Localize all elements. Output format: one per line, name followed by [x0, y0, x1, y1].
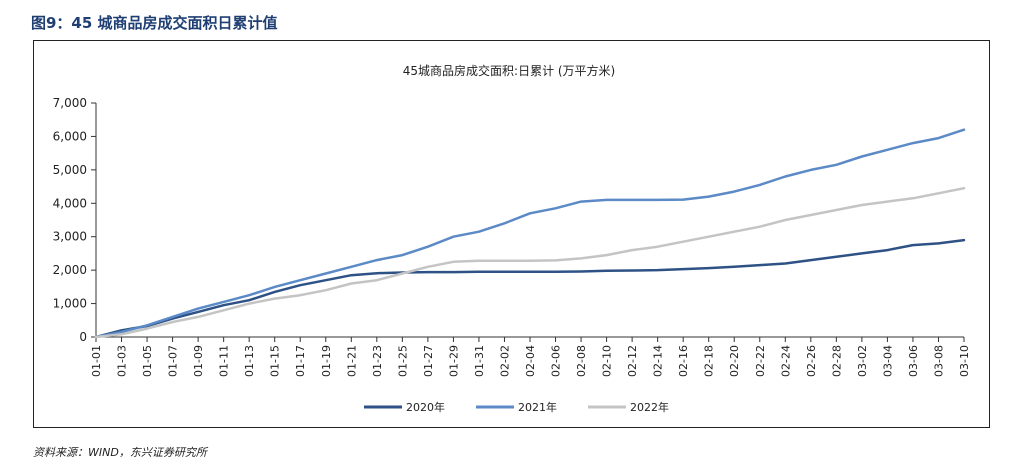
x-tick-label: 02-12 [626, 345, 639, 377]
y-tick-label: 7,000 [53, 96, 87, 110]
x-tick-label: 02-18 [703, 345, 716, 377]
y-tick-label: 4,000 [53, 196, 87, 210]
y-tick-label: 1,000 [53, 297, 87, 311]
x-tick-label: 01-01 [90, 345, 103, 377]
series-line-2 [94, 128, 966, 339]
x-tick-label: 02-02 [498, 345, 511, 377]
x-tick-label: 01-31 [473, 345, 486, 377]
x-tick-label: 01-05 [141, 345, 154, 377]
x-tick-label: 02-04 [524, 345, 537, 377]
x-tick-label: 01-13 [243, 345, 256, 377]
series-layer [94, 128, 966, 339]
series-line-3 [94, 186, 966, 339]
x-tick-label: 01-11 [218, 345, 231, 377]
x-tick-label: 02-08 [575, 345, 588, 377]
x-tick-label: 01-15 [269, 345, 282, 377]
x-tick-label: 01-17 [294, 345, 307, 377]
y-tick-label: 2,000 [53, 263, 87, 277]
series-line-1 [94, 238, 966, 339]
y-tick-label: 3,000 [53, 230, 87, 244]
x-tick-label: 01-21 [345, 345, 358, 377]
x-tick-label: 01-09 [192, 345, 205, 377]
x-tick-label: 03-08 [932, 345, 945, 377]
x-tick-label: 02-22 [754, 345, 767, 377]
source-note: 资料来源：WIND，东兴证券研究所 [33, 446, 207, 459]
x-tick-label: 01-27 [422, 345, 435, 377]
legend-label-1: 2020年 [406, 400, 445, 414]
chart-container: 45城商品房成交面积:日累计 (万平方米) 0 1,000 2,000 3,000 4,… [33, 40, 990, 428]
x-tick-label: 02-20 [728, 345, 741, 377]
axes: 0 1,000 2,000 3,000 4,000 5,000 6,000 7,000 01-0… [53, 96, 971, 377]
figure-heading: 图9：45 城商品房成交面积日累计值 [31, 14, 278, 32]
x-tick-label: 01-29 [447, 345, 460, 377]
legend-label-3: 2022年 [630, 400, 669, 414]
legend-label-2: 2021年 [518, 400, 557, 414]
y-tick-label: 5,000 [53, 163, 87, 177]
x-tick-label: 03-06 [907, 345, 920, 377]
x-tick-label: 01-03 [116, 345, 129, 377]
x-tick-label: 03-10 [958, 345, 971, 377]
x-tick-label: 01-23 [371, 345, 384, 377]
x-tick-label: 01-25 [396, 345, 409, 377]
x-tick-label: 02-24 [779, 345, 792, 377]
x-tick-label: 01-07 [167, 345, 180, 377]
x-tick-label: 02-06 [550, 345, 563, 377]
y-tick-label: 0 [79, 330, 87, 344]
line-chart: 45城商品房成交面积:日累计 (万平方米) 0 1,000 2,000 3,000 4,… [53, 63, 971, 414]
x-tick-label: 03-04 [881, 345, 894, 377]
x-tick-label: 02-10 [601, 345, 614, 377]
x-tick-label: 02-26 [805, 345, 818, 377]
x-tick-label: 02-28 [830, 345, 843, 377]
x-tick-label: 03-02 [856, 345, 869, 377]
chart-title: 45城商品房成交面积:日累计 (万平方米) [403, 63, 616, 78]
legend: 2020年 2021年 2022年 [364, 400, 669, 414]
x-tick-label: 01-19 [320, 345, 333, 377]
x-tick-label: 02-16 [677, 345, 690, 377]
x-tick-label: 02-14 [652, 345, 665, 377]
y-tick-label: 6,000 [53, 129, 87, 143]
